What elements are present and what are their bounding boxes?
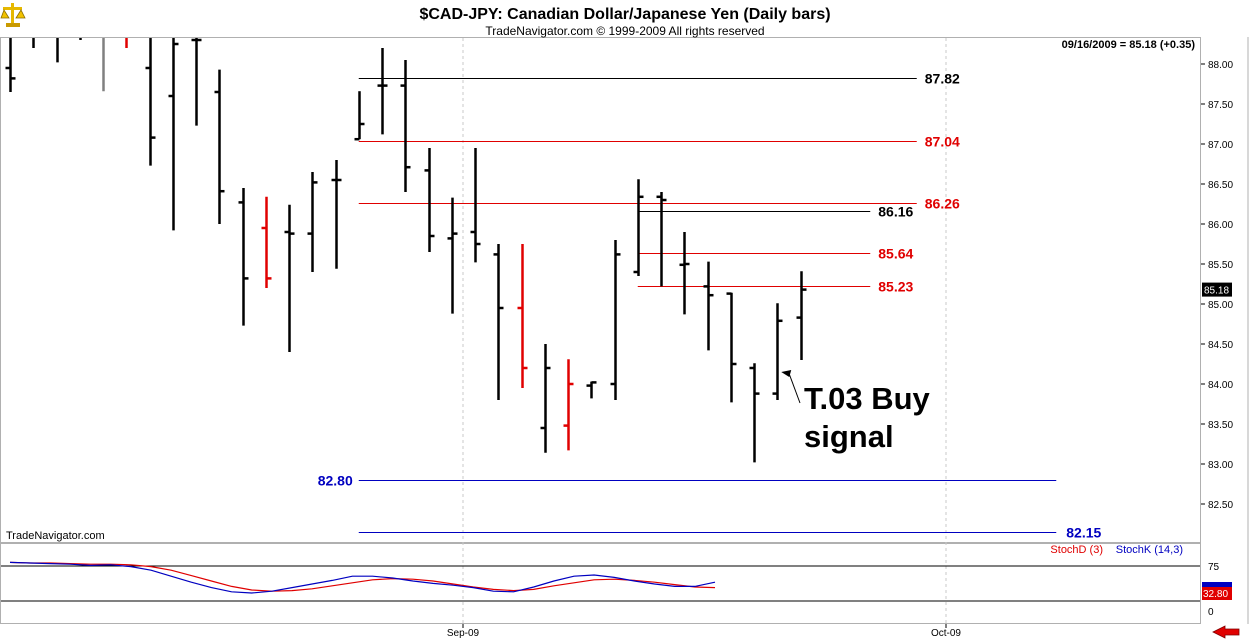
y-tick-label: 87.50 [1208, 100, 1233, 111]
ohlc-bar [79, 38, 82, 40]
ohlc-bars [5, 38, 807, 463]
ohlc-bar [214, 69, 225, 224]
ohlc-bar [586, 381, 597, 399]
ohlc-bar [354, 91, 365, 141]
ohlc-bar [563, 359, 574, 451]
ohlc-bar [470, 148, 481, 263]
ohlc-bar [540, 344, 551, 453]
status-readout: 09/16/2009 = 85.18 (+0.35) [1062, 39, 1196, 51]
stoch-tick-label: 0 [1208, 607, 1214, 618]
annotation-line-2: signal [804, 419, 894, 454]
y-tick-label: 86.00 [1208, 220, 1233, 231]
y-tick-label: 85.50 [1208, 260, 1233, 271]
left-arrow-icon[interactable] [1212, 625, 1240, 639]
ohlc-bar [331, 160, 342, 269]
grid-lines [462, 38, 947, 623]
ohlc-bar [284, 204, 295, 352]
annotation-line-1: T.03 Buy [804, 381, 931, 416]
ohlc-bar [517, 244, 528, 388]
level-label: 87.82 [925, 71, 960, 87]
stochd-value-label: 32.80 [1203, 589, 1228, 600]
time-axis: Sep-09 Oct-09 [447, 624, 961, 639]
last-price-badge [1202, 282, 1232, 297]
last-price-label: 85.18 [1204, 286, 1229, 297]
level-label: 86.26 [925, 196, 960, 212]
level-label: 82.15 [1066, 525, 1101, 541]
logo [0, 3, 26, 27]
time-axis-area [0, 624, 1250, 643]
y-tick-label: 83.00 [1208, 460, 1233, 471]
ohlc-bar [307, 172, 318, 272]
y-tick-label: 84.50 [1208, 340, 1233, 351]
ohlc-bar [168, 38, 179, 231]
ohlc-bar [656, 192, 667, 287]
level-label: 85.64 [878, 246, 913, 262]
ohlc-bar [145, 38, 156, 166]
ohlc-bar [772, 303, 783, 400]
stochastic-panel: 75 0 StochD (3) StochK (14,3) 32.80 [1, 544, 1232, 618]
ohlc-bar [447, 197, 458, 314]
annotation-arrow [788, 373, 801, 404]
ohlc-bar [238, 188, 249, 326]
ohlc-bar [726, 292, 737, 403]
ohlc-bar [56, 38, 59, 63]
annotation-arrowhead [781, 370, 792, 377]
price-axis: 88.00 87.50 87.00 86.50 86.00 85.50 85.00 84.50… [1201, 60, 1233, 511]
level-label: 86.16 [878, 204, 913, 220]
ohlc-bar [493, 244, 504, 400]
ohlc-bar [633, 179, 644, 276]
scales-icon [0, 3, 26, 27]
stoch-line [9, 561, 716, 594]
ohlc-bar [377, 48, 388, 135]
ohlc-bar [5, 38, 16, 92]
copyright-text: TradeNavigator.com © 1999-2009 All right… [485, 24, 764, 38]
y-tick-label: 87.00 [1208, 140, 1233, 151]
level-label: 85.23 [878, 279, 913, 295]
legend-stochd: StochD (3) [1050, 544, 1103, 556]
ohlc-bar [400, 60, 411, 192]
y-tick-label: 84.00 [1208, 380, 1233, 391]
x-tick-label: Oct-09 [931, 628, 961, 639]
ohlc-bar [102, 38, 105, 92]
ohlc-bar [424, 148, 435, 252]
y-tick-label: 86.50 [1208, 180, 1233, 191]
level-label: 82.80 [318, 473, 353, 489]
ohlc-bar [261, 196, 272, 288]
stoch-tick-label: 75 [1208, 562, 1220, 573]
ohlc-bar [796, 271, 807, 360]
stoch-line [9, 561, 716, 592]
ohlc-bar [679, 232, 690, 315]
y-tick-label: 82.50 [1208, 500, 1233, 511]
ohlc-bar [191, 38, 202, 126]
ohlc-bar [749, 363, 760, 463]
x-tick-label: Sep-09 [447, 628, 480, 639]
level-label: 87.04 [925, 134, 960, 150]
watermark-text: TradeNavigator.com [6, 530, 105, 542]
ohlc-bar [610, 240, 621, 400]
y-tick-label: 85.00 [1208, 300, 1233, 311]
ohlc-bar [703, 261, 714, 351]
stoch-panel-frame [0, 543, 1201, 624]
legend-stochk: StochK (14,3) [1116, 544, 1183, 556]
y-tick-label: 88.00 [1208, 60, 1233, 71]
chart-title: $CAD-JPY: Canadian Dollar/Japanese Yen (… [419, 6, 830, 23]
price-panel-frame [0, 37, 1201, 543]
stochd-badge [1202, 587, 1232, 600]
y-tick-label: 83.50 [1208, 420, 1233, 431]
